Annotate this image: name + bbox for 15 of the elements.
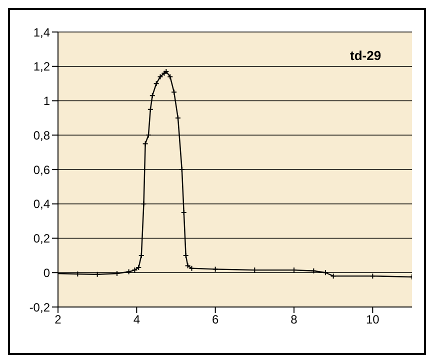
- y-tick-label: 0,2: [33, 232, 50, 246]
- x-tick-label: 2: [54, 312, 62, 327]
- x-tick-label: 4: [133, 312, 140, 327]
- y-tick-label: 0,6: [33, 162, 50, 177]
- y-tick-label: 1,4: [33, 25, 50, 40]
- text: td-29: [350, 48, 382, 63]
- y-tick-label: 0,4: [33, 197, 50, 212]
- y-tick-label: 1: [43, 94, 50, 108]
- y-tick-label: 0: [43, 266, 50, 280]
- x-tick-label: 10: [366, 312, 380, 327]
- y-tick-label: 0,8: [33, 128, 50, 142]
- y-tick-label: -0,2: [29, 300, 50, 314]
- x-tick-label: 6: [212, 312, 219, 327]
- x-tick-label: 8: [290, 312, 298, 327]
- y-tick-label: 1,2: [33, 60, 50, 74]
